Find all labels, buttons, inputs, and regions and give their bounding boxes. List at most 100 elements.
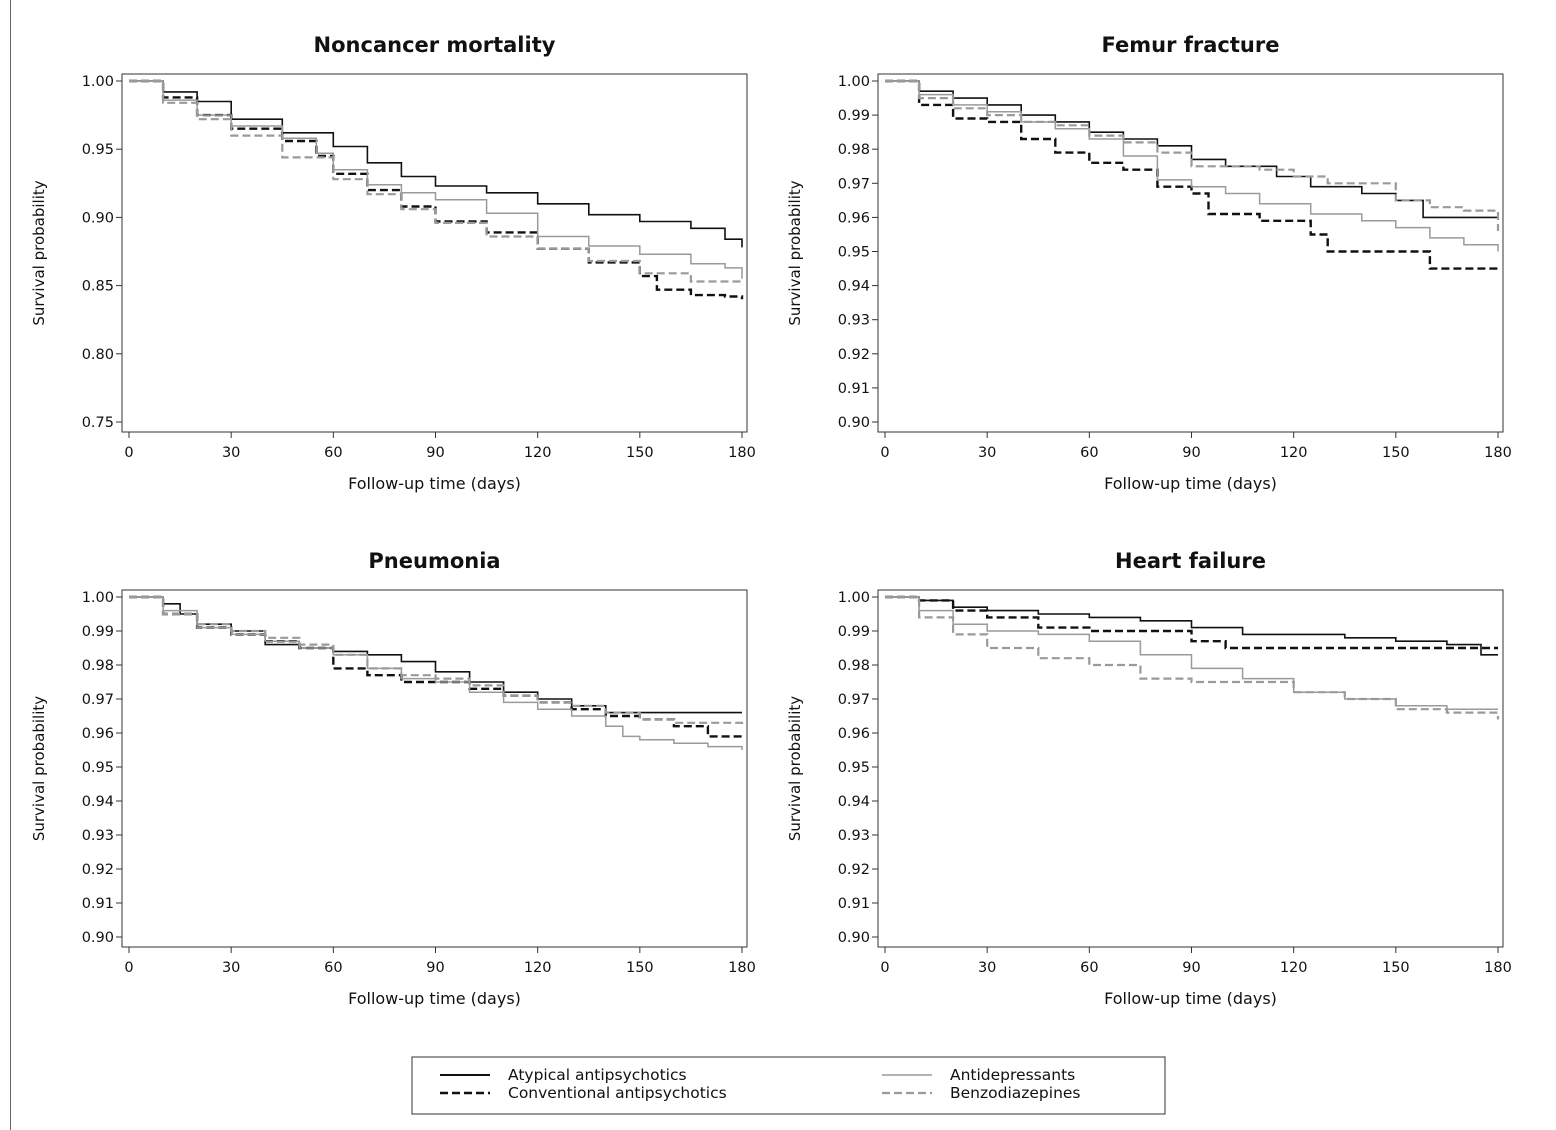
x-tick-label: 60 (324, 960, 342, 976)
series-line-atypical-antipsychotics (885, 80, 1498, 219)
legend-frame (411, 1056, 1166, 1115)
y-tick-label: 0.92 (82, 862, 114, 878)
x-tick-label: 180 (728, 445, 756, 461)
series-line-conventional-antipsychotics (129, 79, 744, 300)
x-tick-label: 120 (1280, 960, 1308, 976)
y-axis-label: Survival probability (786, 696, 804, 841)
plot-frame (877, 589, 1504, 948)
x-tick-label: 0 (880, 960, 889, 976)
y-axis-label: Survival probability (30, 180, 48, 325)
y-tick-label: 0.90 (838, 930, 870, 946)
chart-panel-heart-failure: Heart failure 1.00 0.99 0.98 0.97 0.96 0.95 0.9… (786, 549, 1512, 1008)
series-line-conventional-antipsychotics (885, 79, 1498, 270)
x-tick-label: 150 (1382, 445, 1410, 461)
series-line-antidepressants (885, 596, 1498, 710)
panels: Noncancer mortality 1.00 0.95 0.90 0.85 0.80 0… (30, 33, 1512, 1008)
chart-panel-pneumonia: Pneumonia 1.00 0.99 0.98 0.97 0.96 0.95 0.94 0.9… (30, 549, 756, 1008)
x-tick-label: 60 (324, 445, 342, 461)
y-tick-label: 0.97 (838, 176, 870, 192)
x-axis-label: Follow-up time (days) (348, 474, 521, 493)
series-line-benzodiazepines (885, 79, 1500, 231)
series-line-atypical-antipsychotics (129, 80, 743, 248)
x-tick-label: 120 (524, 960, 552, 976)
chart-panel-femur-fracture: Femur fracture 1.00 0.99 0.98 0.97 0.96 0.95 0.… (786, 33, 1512, 493)
x-tick-label: 30 (222, 960, 240, 976)
legend-label-atypical: Atypical antipsychotics (508, 1066, 687, 1084)
y-tick-label: 0.97 (838, 692, 870, 708)
y-tick-label: 0.95 (838, 760, 870, 776)
y-tick-label: 0.98 (82, 658, 114, 674)
chart-title: Heart failure (1115, 549, 1266, 573)
x-tick-label: 150 (626, 960, 654, 976)
y-tick-label: 0.96 (82, 726, 114, 742)
series-line-conventional-antipsychotics (885, 595, 1498, 650)
y-tick-label: 0.95 (82, 142, 114, 158)
x-tick-label: 30 (978, 445, 996, 461)
x-tick-label: 0 (124, 445, 133, 461)
y-tick-label: 0.95 (82, 760, 114, 776)
y-tick-label: 0.90 (82, 930, 114, 946)
series-line-benzodiazepines (885, 595, 1500, 720)
y-tick-label: 0.99 (82, 624, 114, 640)
plot-frame (121, 73, 748, 433)
chart-panel-noncancer-mortality: Noncancer mortality 1.00 0.95 0.90 0.85 0.80 0… (30, 33, 756, 493)
legend-label-conventional: Conventional antipsychotics (508, 1084, 727, 1102)
y-tick-label: 0.90 (82, 210, 114, 226)
series-line-atypical-antipsychotics (129, 596, 742, 714)
x-tick-label: 120 (524, 445, 552, 461)
x-tick-label: 60 (1080, 960, 1098, 976)
y-tick-label: 0.95 (838, 245, 870, 261)
x-tick-label: 90 (1182, 960, 1200, 976)
y-tick-label: 1.00 (838, 74, 870, 90)
y-tick-label: 0.93 (838, 828, 870, 844)
x-tick-label: 90 (426, 960, 444, 976)
legend-label-antidepressants: Antidepressants (950, 1066, 1075, 1084)
chart-title: Pneumonia (368, 549, 500, 573)
y-tick-label: 1.00 (838, 590, 870, 606)
x-axis-label: Follow-up time (days) (348, 989, 521, 1008)
chart-title: Femur fracture (1102, 33, 1280, 57)
x-tick-label: 150 (626, 445, 654, 461)
x-tick-label: 180 (1484, 445, 1512, 461)
x-tick-label: 0 (880, 445, 889, 461)
x-tick-label: 30 (222, 445, 240, 461)
y-tick-label: 0.98 (838, 658, 870, 674)
series-line-antidepressants (885, 80, 1499, 252)
legend: Atypical antipsychotics Conventional ant… (411, 1056, 1166, 1115)
series-line-antidepressants (129, 596, 743, 750)
x-tick-label: 180 (728, 960, 756, 976)
legend-label-benzodiazepines: Benzodiazepines (950, 1084, 1081, 1102)
y-tick-label: 0.97 (82, 692, 114, 708)
y-tick-label: 1.00 (82, 590, 114, 606)
y-tick-label: 0.85 (82, 279, 114, 295)
chart-title: Noncancer mortality (314, 33, 556, 57)
x-tick-label: 150 (1382, 960, 1410, 976)
y-axis-label: Survival probability (786, 180, 804, 325)
y-tick-label: 0.91 (82, 896, 114, 912)
x-tick-label: 90 (1182, 445, 1200, 461)
series-line-atypical-antipsychotics (885, 596, 1498, 656)
series-line-benzodiazepines (129, 79, 744, 285)
y-tick-label: 0.99 (838, 108, 870, 124)
series-line-benzodiazepines (129, 595, 744, 727)
y-tick-label: 0.94 (838, 794, 870, 810)
y-tick-label: 0.99 (838, 624, 870, 640)
series-line-antidepressants (129, 80, 743, 279)
y-tick-label: 0.91 (838, 896, 870, 912)
x-tick-label: 0 (124, 960, 133, 976)
x-axis-label: Follow-up time (days) (1104, 474, 1277, 493)
y-tick-label: 0.96 (838, 210, 870, 226)
y-axis-label: Survival probability (30, 696, 48, 841)
y-tick-label: 0.91 (838, 381, 870, 397)
y-tick-label: 0.92 (838, 862, 870, 878)
x-tick-label: 120 (1280, 445, 1308, 461)
x-tick-label: 60 (1080, 445, 1098, 461)
y-tick-label: 0.98 (838, 142, 870, 158)
plot-frame (121, 589, 748, 948)
y-tick-label: 0.90 (838, 415, 870, 431)
y-tick-label: 0.94 (82, 794, 114, 810)
plot-frame (877, 73, 1504, 433)
y-tick-label: 0.96 (838, 726, 870, 742)
x-axis-label: Follow-up time (days) (1104, 989, 1277, 1008)
x-tick-label: 90 (426, 445, 444, 461)
